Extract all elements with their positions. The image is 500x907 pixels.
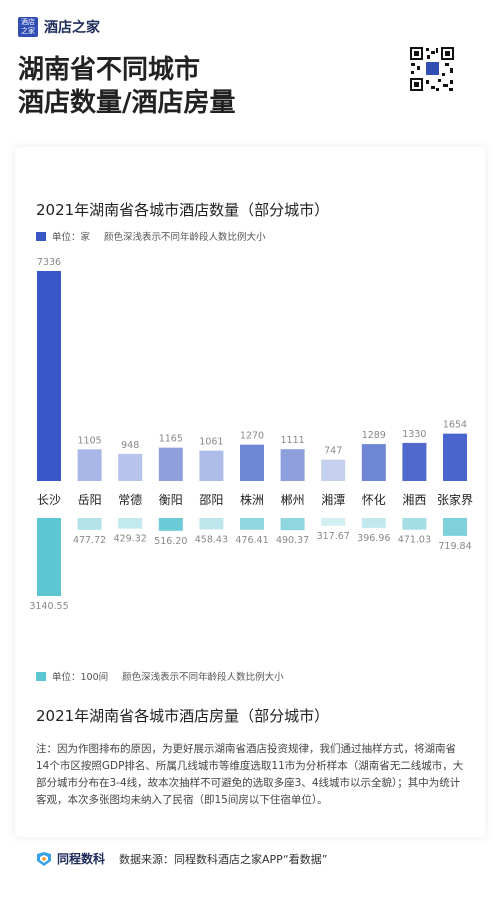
chart-card	[15, 147, 485, 837]
page-title-line2: 酒店数量/酒店房量	[18, 88, 236, 118]
legend-swatch	[36, 231, 46, 241]
logo-text: 酒店之家	[44, 20, 100, 36]
category-label: 株洲	[240, 492, 264, 507]
category-label: 湘潭	[321, 492, 345, 507]
data-label-hotel-count: 1270	[240, 431, 264, 442]
chart-bottom-legend: 单位：100间 颜色深浅表示不同年龄段人数比例大小	[36, 669, 284, 683]
category-label: 长沙	[37, 493, 61, 507]
data-label-room-count: 476.41	[235, 535, 268, 546]
footer-brand: 同程数科	[36, 850, 105, 867]
data-label-room-count: 490.37	[276, 535, 309, 546]
bar-room-count	[361, 518, 386, 528]
bar-hotel-count	[158, 447, 183, 481]
category-label: 岳阳	[78, 493, 102, 507]
footnote: 注：因为作图排布的原因，为更好展示湖南省酒店投资规律，我们通过抽样方式，将湖南省…	[36, 743, 464, 806]
data-label-room-count: 317.67	[317, 531, 350, 542]
bar-room-count	[321, 518, 346, 526]
data-label-hotel-count: 1165	[159, 434, 183, 445]
bar-room-count	[240, 518, 264, 530]
tongcheng-logo-icon	[37, 851, 51, 866]
category-label: 郴州	[281, 493, 305, 507]
category-label: 邵阳	[199, 493, 223, 507]
footer: 同程数科 数据来源：同程数科酒店之家APP“看数据”	[36, 850, 327, 867]
bar-room-count	[402, 518, 427, 530]
data-label-hotel-count: 1330	[402, 429, 426, 440]
bar-hotel-count	[402, 442, 427, 481]
chart-top-title: 2021年湖南省各城市酒店数量（部分城市）	[36, 201, 330, 219]
bar-hotel-count	[443, 433, 467, 481]
chart-top-legend: 单位：家 颜色深浅表示不同年龄段人数比例大小	[36, 229, 266, 243]
bar-hotel-count	[321, 459, 346, 481]
category-label: 衡阳	[159, 493, 183, 507]
bar-hotel-count	[37, 271, 61, 481]
bar-hotel-count	[118, 453, 143, 481]
bar-room-count	[443, 518, 467, 536]
data-label-room-count: 396.96	[357, 533, 390, 544]
data-label-hotel-count: 747	[324, 446, 342, 457]
brand-logo: 酒店之家 酒店之家	[18, 17, 100, 37]
bar-room-count	[37, 518, 61, 596]
data-label-room-count: 516.20	[154, 536, 187, 547]
data-label-hotel-count: 1289	[362, 430, 386, 441]
bar-room-count	[158, 518, 183, 531]
data-label-hotel-count: 7336	[37, 257, 61, 268]
bar-hotel-count	[77, 449, 102, 481]
data-label-hotel-count: 1654	[443, 420, 467, 431]
legend-unit: 单位：家	[52, 232, 91, 243]
legend-note: 颜色深浅表示不同年龄段人数比例大小	[104, 232, 266, 243]
qr-code-icon	[409, 46, 455, 92]
data-label-room-count: 3140.55	[29, 601, 68, 612]
category-label: 常德	[118, 492, 142, 507]
page-title: 湖南省不同城市 酒店数量/酒店房量	[18, 54, 236, 120]
data-label-hotel-count: 1061	[199, 437, 223, 448]
bar-room-count	[77, 518, 102, 530]
data-label-room-count: 429.32	[114, 534, 147, 545]
legend-swatch	[36, 671, 46, 681]
category-label: 怀化	[362, 493, 386, 507]
bar-room-count	[118, 518, 143, 529]
category-label: 张家界	[437, 492, 473, 507]
data-label-room-count: 719.84	[438, 541, 471, 552]
footer-brand-text: 同程数科	[57, 852, 106, 866]
bar-room-count	[199, 518, 224, 530]
legend-note: 颜色深浅表示不同年龄段人数比例大小	[122, 672, 284, 683]
bar-hotel-count	[361, 444, 386, 481]
legend-unit: 单位：100间	[52, 672, 109, 683]
bar-hotel-count	[199, 450, 224, 481]
bar-room-count	[280, 518, 305, 531]
bar-hotel-count	[240, 444, 264, 481]
chart-bottom-title: 2021年湖南省各城市酒店房量（部分城市）	[36, 707, 330, 725]
page-title-line1: 湖南省不同城市	[18, 55, 201, 85]
data-label-hotel-count: 948	[121, 440, 139, 451]
data-label-room-count: 458.43	[195, 534, 228, 545]
logo-mark: 酒店之家	[18, 17, 38, 37]
data-label-hotel-count: 1105	[78, 435, 102, 446]
data-label-room-count: 477.72	[73, 535, 106, 546]
data-label-room-count: 471.03	[398, 535, 431, 546]
data-label-hotel-count: 1111	[281, 435, 305, 446]
category-label: 湘西	[402, 492, 426, 507]
footer-source: 数据来源：同程数科酒店之家APP“看数据”	[119, 852, 328, 866]
bar-hotel-count	[280, 449, 305, 481]
